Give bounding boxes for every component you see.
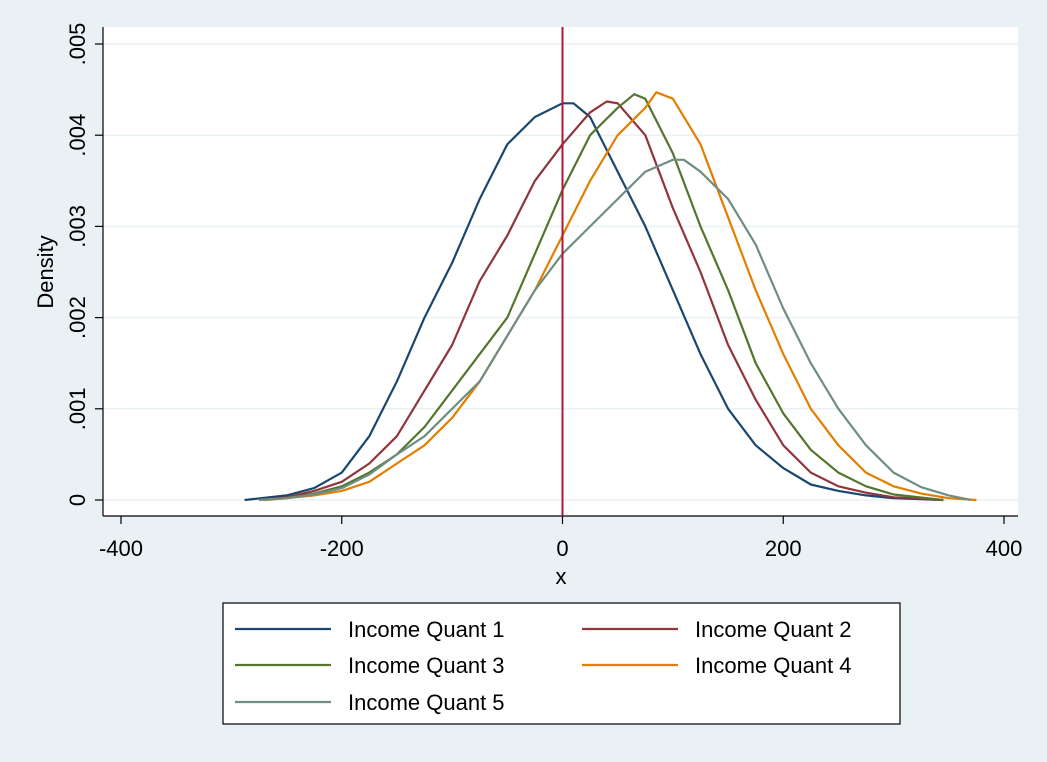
legend-box xyxy=(222,602,901,725)
x-tick-label-2: 0 xyxy=(556,536,568,561)
y-tick-label-4: .004 xyxy=(65,114,90,157)
y-tick-label-3: .003 xyxy=(65,205,90,248)
series-line-3 xyxy=(264,93,944,502)
series-line-2 xyxy=(258,100,944,502)
x-tick-label-3: 200 xyxy=(765,536,802,561)
axes: 0 .001 .002 .003 .004 .005 -400 -200 0 200 400 xyxy=(65,23,1022,561)
plot-area xyxy=(103,27,1018,516)
x-tick-label-1: -200 xyxy=(320,536,364,561)
legend-label-2: Income Quant 2 xyxy=(695,617,852,642)
y-tick-label-0: 0 xyxy=(65,494,90,506)
x-tick-label-4: 400 xyxy=(986,536,1023,561)
series-lines xyxy=(244,91,977,502)
y-tick-label-2: .002 xyxy=(65,296,90,339)
y-axis-title: Density xyxy=(33,235,58,308)
x-axis-title: x xyxy=(556,564,567,589)
y-tick-label-5: .005 xyxy=(65,23,90,66)
legend-label-1: Income Quant 1 xyxy=(348,617,505,642)
legend-label-4: Income Quant 4 xyxy=(695,653,852,678)
grid-lines xyxy=(103,43,1018,501)
legend: Income Quant 1 Income Quant 2 Income Quant… xyxy=(222,602,901,725)
series-line-1 xyxy=(244,102,944,502)
legend-label-5: Income Quant 5 xyxy=(348,690,505,715)
series-line-5 xyxy=(258,158,972,502)
y-tick-label-1: .001 xyxy=(65,387,90,430)
x-tick-label-0: -400 xyxy=(99,536,143,561)
series-line-4 xyxy=(264,91,977,502)
legend-label-3: Income Quant 3 xyxy=(348,653,505,678)
